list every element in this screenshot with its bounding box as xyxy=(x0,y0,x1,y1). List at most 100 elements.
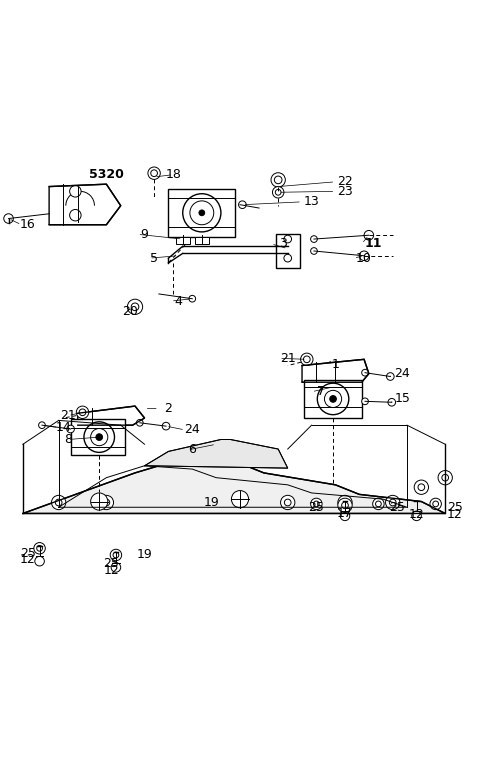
Circle shape xyxy=(79,409,86,416)
Text: 5320: 5320 xyxy=(89,168,124,181)
Circle shape xyxy=(281,495,295,509)
Text: 3: 3 xyxy=(279,238,287,250)
Circle shape xyxy=(313,501,319,507)
Circle shape xyxy=(430,498,442,509)
Circle shape xyxy=(131,303,139,310)
Circle shape xyxy=(273,187,284,198)
Text: 17: 17 xyxy=(337,507,353,520)
Circle shape xyxy=(338,495,352,509)
Bar xyxy=(168,189,235,237)
Circle shape xyxy=(303,356,310,363)
Circle shape xyxy=(275,176,282,183)
Circle shape xyxy=(338,498,352,512)
Text: 25: 25 xyxy=(103,557,119,570)
Circle shape xyxy=(340,511,350,521)
Bar xyxy=(276,235,300,268)
Text: 13: 13 xyxy=(304,195,320,208)
Circle shape xyxy=(388,399,396,406)
Text: 12: 12 xyxy=(408,509,424,522)
Text: 25: 25 xyxy=(20,546,36,560)
Circle shape xyxy=(55,499,62,506)
Circle shape xyxy=(127,300,143,314)
Circle shape xyxy=(36,546,42,551)
Polygon shape xyxy=(144,440,288,468)
Circle shape xyxy=(190,201,214,224)
Circle shape xyxy=(84,422,115,452)
Bar xyxy=(304,380,362,418)
Text: 2: 2 xyxy=(165,402,172,415)
Circle shape xyxy=(342,502,348,509)
Bar xyxy=(176,237,190,244)
Circle shape xyxy=(375,501,381,507)
Circle shape xyxy=(199,210,204,216)
Circle shape xyxy=(4,214,13,224)
Text: 5: 5 xyxy=(150,252,158,265)
Polygon shape xyxy=(23,458,445,513)
Circle shape xyxy=(412,511,421,521)
Circle shape xyxy=(151,170,157,176)
Circle shape xyxy=(189,296,196,302)
Text: 9: 9 xyxy=(141,228,148,241)
Text: 15: 15 xyxy=(394,392,410,406)
Circle shape xyxy=(113,552,119,558)
Text: 16: 16 xyxy=(20,218,36,231)
Circle shape xyxy=(433,501,439,507)
Bar xyxy=(195,237,209,244)
Text: 24: 24 xyxy=(184,423,200,437)
Circle shape xyxy=(51,495,66,509)
Polygon shape xyxy=(49,184,120,224)
Circle shape xyxy=(442,474,448,481)
Text: 10: 10 xyxy=(356,252,372,265)
Text: 18: 18 xyxy=(165,168,181,181)
Text: 14: 14 xyxy=(56,421,72,434)
Text: 25: 25 xyxy=(447,501,463,514)
Text: 1: 1 xyxy=(332,358,339,371)
Circle shape xyxy=(239,201,246,208)
Circle shape xyxy=(99,495,114,509)
Circle shape xyxy=(103,499,110,506)
Text: 25: 25 xyxy=(390,501,406,514)
Text: 4: 4 xyxy=(174,295,182,307)
Circle shape xyxy=(311,498,322,509)
Text: 20: 20 xyxy=(122,305,138,318)
Text: 8: 8 xyxy=(64,433,72,446)
Text: 19: 19 xyxy=(204,496,219,509)
Circle shape xyxy=(111,563,120,572)
Circle shape xyxy=(311,248,317,255)
Text: 24: 24 xyxy=(395,367,410,380)
Circle shape xyxy=(438,471,452,485)
Circle shape xyxy=(91,429,108,446)
Circle shape xyxy=(342,499,348,506)
Circle shape xyxy=(418,484,425,491)
Circle shape xyxy=(386,373,394,380)
Text: 12: 12 xyxy=(20,553,36,567)
Text: 22: 22 xyxy=(337,175,353,188)
Circle shape xyxy=(311,236,317,242)
Circle shape xyxy=(385,495,400,509)
Circle shape xyxy=(148,167,160,180)
Circle shape xyxy=(389,499,396,506)
Circle shape xyxy=(162,423,170,430)
Text: 21: 21 xyxy=(60,409,76,422)
Text: 23: 23 xyxy=(337,185,353,198)
Circle shape xyxy=(34,543,45,554)
Circle shape xyxy=(276,190,281,195)
Circle shape xyxy=(67,425,74,433)
Circle shape xyxy=(183,194,221,232)
Text: 6: 6 xyxy=(188,444,196,457)
Circle shape xyxy=(136,420,143,426)
Text: 21: 21 xyxy=(280,352,296,365)
Circle shape xyxy=(110,550,121,560)
Polygon shape xyxy=(302,359,369,382)
Text: 11: 11 xyxy=(365,238,383,250)
Circle shape xyxy=(284,499,291,506)
Circle shape xyxy=(271,173,285,187)
Circle shape xyxy=(330,396,336,402)
Circle shape xyxy=(35,557,44,566)
Circle shape xyxy=(96,433,103,440)
Circle shape xyxy=(38,422,45,429)
Text: 25: 25 xyxy=(309,501,324,514)
Circle shape xyxy=(70,210,81,221)
Circle shape xyxy=(324,390,342,408)
Circle shape xyxy=(91,493,108,510)
